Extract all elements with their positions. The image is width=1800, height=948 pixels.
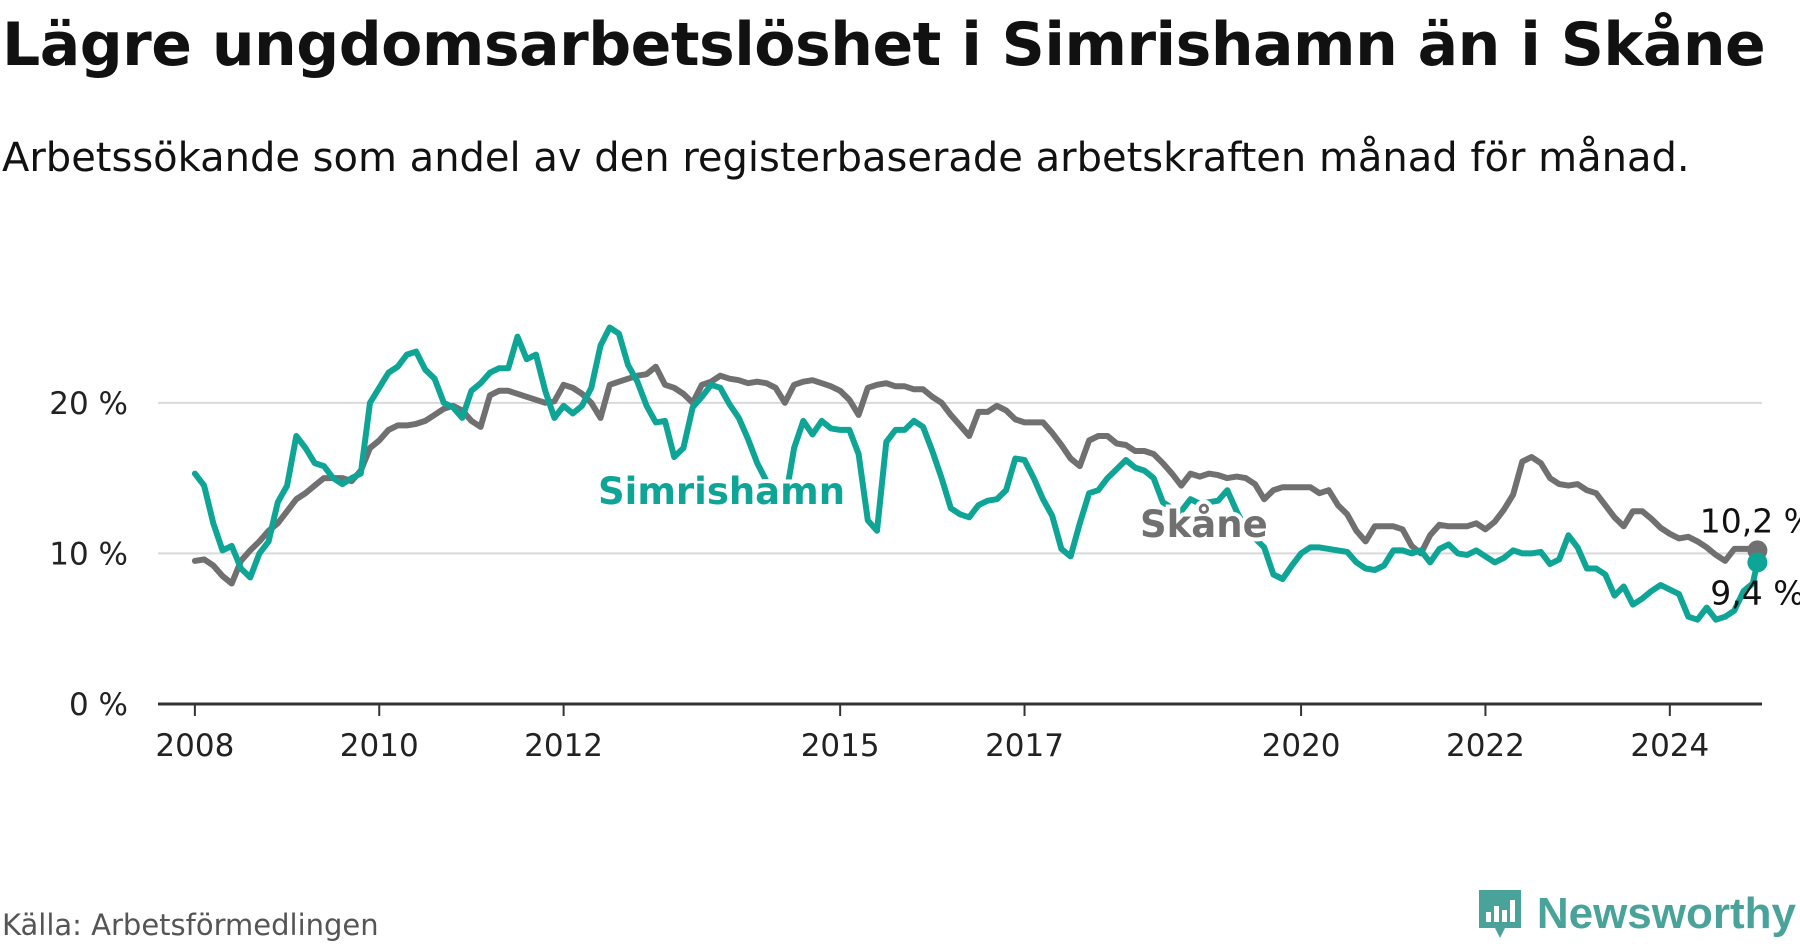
x-tick-label: 2022 [1446,728,1525,764]
series-line-simrishamn [191,324,1761,623]
chart-title: Lägre ungdomsarbetslöshet i Simrishamn ä… [2,10,1766,80]
source-note: Källa: Arbetsförmedlingen [2,908,379,942]
end-point-simrishamn [1747,552,1768,573]
gridlines [158,401,1762,555]
newsworthy-logo-icon [1478,890,1521,938]
y-tick-label: 10 % [49,536,128,572]
chart-subtitle: Arbetssökande som andel av den registerb… [2,135,1690,181]
brand-name: Newsworthy [1536,889,1796,938]
line-chart: 0 % 10 % 20 % 2008 2010 2012 2015 2017 2020 2022 2… [49,324,1800,764]
y-tick-label: 0 % [69,687,128,723]
x-tick-label: 2024 [1630,728,1709,764]
end-value-label: 10,2 % [1700,501,1800,540]
x-tick-label: 2010 [340,728,419,764]
axes: 0 % 10 % 20 % 2008 2010 2012 2015 2017 2020 2022 2… [49,386,1762,764]
x-tick-label: 2012 [524,728,603,764]
y-tick-label: 20 % [49,386,128,422]
series-lines [191,324,1768,623]
x-tick-label: 2008 [155,728,234,764]
series-labels: 10,2 % Skåne 9,4 % Simrishamn [594,466,1800,612]
x-tick-label: 2015 [801,728,880,764]
end-value-label: 9,4 % [1710,573,1800,612]
brand-logo: Newsworthy [1475,886,1796,942]
x-tick-label: 2020 [1262,728,1341,764]
series-label-skåne: Skåne [1140,503,1268,546]
series-label-simrishamn: Simrishamn [598,470,845,513]
x-tick-label: 2017 [985,728,1064,764]
